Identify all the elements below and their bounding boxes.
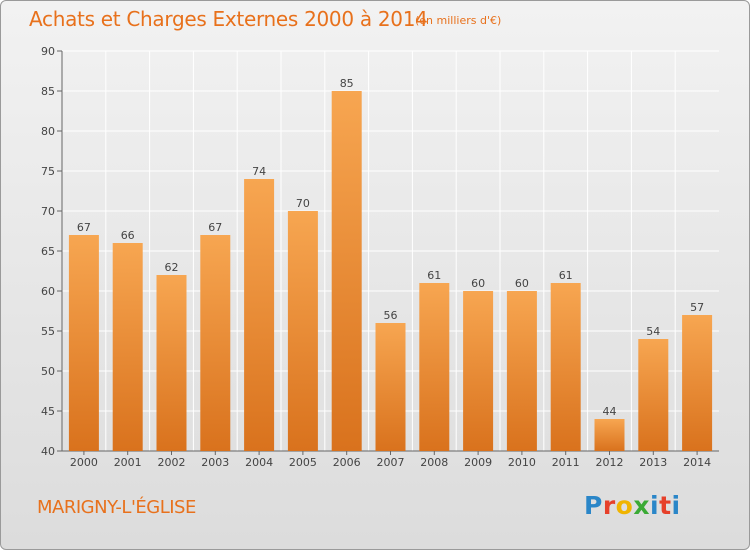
bar-2007 — [375, 323, 406, 451]
data-label-2001: 66 — [121, 229, 135, 242]
x-tick-labels: 2000 2001 2002 2003 2004 2005 2006 2007 2008 2009… — [70, 456, 711, 469]
chart-unit-note: (en milliers d'€) — [415, 14, 502, 27]
bar-2011 — [550, 283, 581, 451]
x-tick-label-2008: 2008 — [420, 456, 448, 469]
y-tick-label: 80 — [41, 125, 55, 138]
data-label-2002: 62 — [165, 261, 179, 274]
bar-2004 — [244, 179, 275, 451]
bar-2006 — [331, 91, 362, 451]
x-tick-label-2011: 2011 — [552, 456, 580, 469]
bar-2001 — [112, 243, 143, 451]
x-tick-label-2010: 2010 — [508, 456, 536, 469]
x-tick-label-2012: 2012 — [596, 456, 624, 469]
bar-2000 — [68, 235, 99, 451]
data-labels: 67 66 62 67 74 70 85 56 61 60 60 61 44 54 57 — [77, 77, 704, 418]
data-label-2000: 67 — [77, 221, 91, 234]
y-tick-label: 55 — [41, 325, 55, 338]
data-label-2009: 60 — [471, 277, 485, 290]
bar-2009 — [463, 291, 494, 451]
y-tick-label: 50 — [41, 365, 55, 378]
x-tick-label-2006: 2006 — [333, 456, 361, 469]
y-tick-labels: 40 45 50 55 60 65 70 75 80 85 90 — [41, 45, 55, 458]
y-tick-label: 90 — [41, 45, 55, 58]
data-label-2014: 57 — [690, 301, 704, 314]
data-label-2008: 61 — [427, 269, 441, 282]
x-tick-label-2013: 2013 — [639, 456, 667, 469]
x-tick-label-2004: 2004 — [245, 456, 273, 469]
y-tick-label: 45 — [41, 405, 55, 418]
y-tick-label: 70 — [41, 205, 55, 218]
x-tick-label-2005: 2005 — [289, 456, 317, 469]
y-tick-label: 60 — [41, 285, 55, 298]
x-tick-label-2002: 2002 — [158, 456, 186, 469]
x-tick-label-2009: 2009 — [464, 456, 492, 469]
bar-2002 — [156, 275, 187, 451]
bar-2008 — [419, 283, 450, 451]
data-label-2004: 74 — [252, 165, 266, 178]
bar-2005 — [287, 211, 318, 451]
data-label-2010: 60 — [515, 277, 529, 290]
data-label-2006: 85 — [340, 77, 354, 90]
y-tick-label: 75 — [41, 165, 55, 178]
x-tick-label-2000: 2000 — [70, 456, 98, 469]
data-label-2007: 56 — [384, 309, 398, 322]
data-label-2013: 54 — [646, 325, 660, 338]
chart-title: Achats et Charges Externes 2000 à 2014 — [29, 7, 428, 31]
data-label-2005: 70 — [296, 197, 310, 210]
x-tick-label-2001: 2001 — [114, 456, 142, 469]
proxiti-logo: Proxiti — [584, 491, 681, 520]
x-tick-label-2003: 2003 — [201, 456, 229, 469]
bars — [68, 91, 713, 451]
y-tick-label: 85 — [41, 85, 55, 98]
bar-2013 — [638, 339, 669, 451]
y-tick-label: 40 — [41, 445, 55, 458]
data-label-2003: 67 — [208, 221, 222, 234]
bar-2014 — [682, 315, 713, 451]
place-name: MARIGNY-L'ÉGLISE — [37, 497, 196, 518]
x-tick-label-2014: 2014 — [683, 456, 711, 469]
x-tick-label-2007: 2007 — [377, 456, 405, 469]
bar-2012 — [594, 419, 625, 451]
data-label-2011: 61 — [559, 269, 573, 282]
bar-2003 — [200, 235, 231, 451]
y-tick-label: 65 — [41, 245, 55, 258]
data-label-2012: 44 — [603, 405, 617, 418]
bar-2010 — [506, 291, 537, 451]
